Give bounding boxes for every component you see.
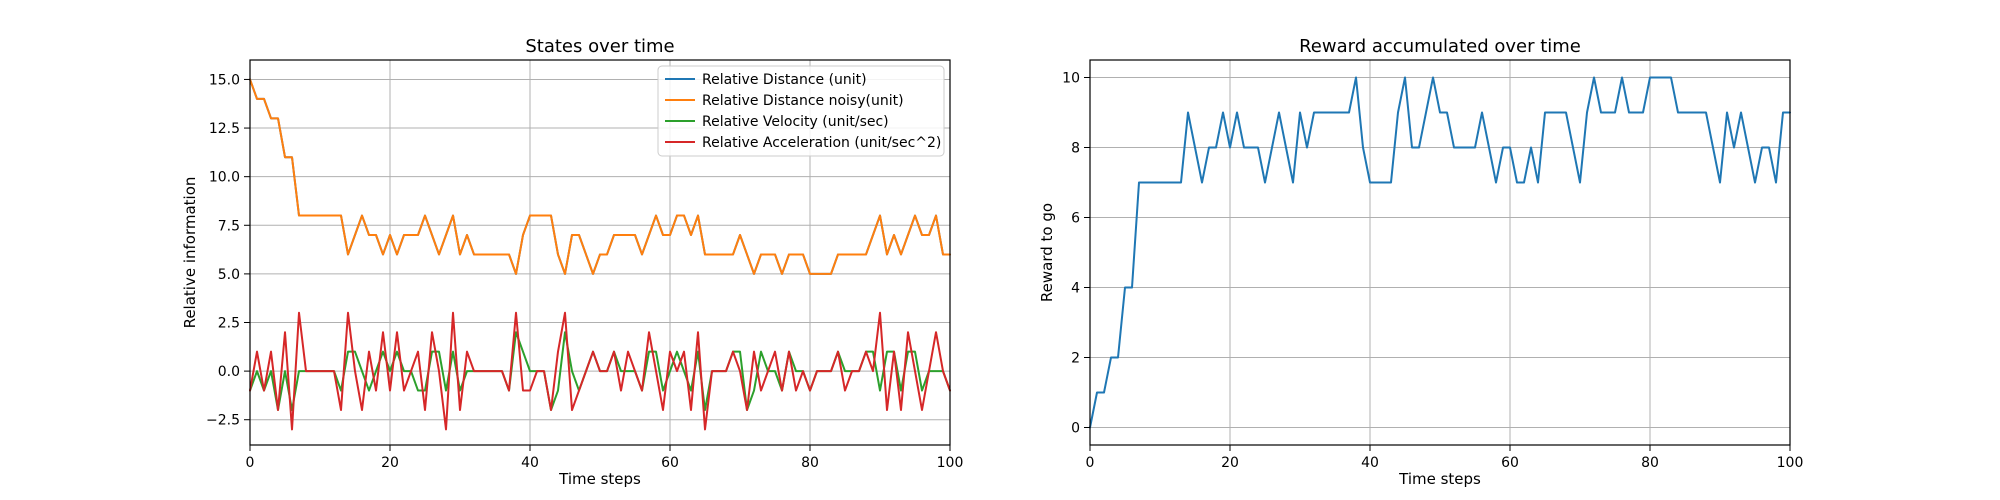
legend-entry-relative-velocity: Relative Velocity (unit/sec): [665, 114, 889, 130]
left-y-tick-label: −2.5: [206, 413, 240, 429]
right-series-line-reward: [1089, 76, 1791, 429]
right-gridlines: [1089, 60, 1791, 445]
right-ticks: 0 20 40 60 80 100 0 2 4 6 8 10: [1062, 71, 1803, 472]
right-x-tick-label: 80: [1641, 455, 1659, 471]
left-x-tick-label: 100: [937, 455, 964, 471]
legend-entry-relative-distance-noisy: Relative Distance noisy(unit): [665, 93, 904, 109]
legend-label-relative-distance: Relative Distance (unit): [702, 72, 867, 88]
reward-over-time-chart: 0 20 40 60 80 100 0 2 4 6 8 10 Reward accumulated o…: [1038, 36, 1803, 488]
right-x-tick-label: 100: [1777, 455, 1804, 471]
left-x-tick-label: 40: [521, 455, 539, 471]
left-y-tick-label: 15.0: [209, 72, 240, 88]
right-y-tick-label: 4: [1071, 281, 1080, 297]
right-y-tick-label: 10: [1062, 71, 1080, 87]
right-x-tick-label: 0: [1086, 455, 1095, 471]
right-x-tick-label: 60: [1501, 455, 1519, 471]
right-y-axis-label: Reward to go: [1038, 203, 1056, 302]
left-x-tick-label: 80: [801, 455, 819, 471]
left-x-tick-label: 0: [246, 455, 255, 471]
right-x-tick-label: 40: [1361, 455, 1379, 471]
legend-box: [657, 65, 945, 157]
left-y-tick-label: 2.5: [218, 316, 240, 332]
right-x-tick-label: 20: [1221, 455, 1239, 471]
right-series-group: [1089, 76, 1791, 429]
left-y-tick-label: 5.0: [218, 267, 240, 283]
legend-label-relative-acceleration: Relative Acceleration (unit/sec^2): [702, 135, 941, 151]
left-series-line-relative-distance-noisy-unit: [249, 78, 951, 275]
right-plot-frame: [1089, 59, 1791, 446]
left-y-tick-label: 7.5: [218, 218, 240, 234]
left-y-axis-label: Relative information: [181, 177, 199, 329]
left-x-tick-label: 60: [661, 455, 679, 471]
right-y-tick-label: 6: [1071, 211, 1080, 227]
left-y-tick-label: 12.5: [209, 121, 240, 137]
left-y-tick-label: 0.0: [218, 364, 240, 380]
right-y-tick-label: 8: [1071, 141, 1080, 157]
left-chart-title: States over time: [525, 36, 674, 57]
right-y-tick-label: 2: [1071, 351, 1080, 367]
legend-label-relative-velocity: Relative Velocity (unit/sec): [702, 114, 889, 130]
left-series-line-relative-acceleration-unit-sec-2: [249, 311, 951, 431]
legend-entry-relative-distance: Relative Distance (unit): [665, 72, 867, 88]
legend-label-relative-distance-noisy: Relative Distance noisy(unit): [702, 93, 904, 109]
left-legend: Relative Distance (unit) Relative Distan…: [657, 65, 945, 157]
left-ticks: 0 20 40 60 80 100 −2.5 0.0 2.5 5.0 7.5 10.0 12.5 15.0: [206, 72, 963, 471]
right-y-tick-label: 0: [1071, 421, 1080, 437]
right-chart-title: Reward accumulated over time: [1299, 36, 1581, 57]
left-x-tick-label: 20: [381, 455, 399, 471]
right-x-axis-label: Time steps: [1398, 470, 1481, 488]
legend-entry-relative-acceleration: Relative Acceleration (unit/sec^2): [665, 135, 941, 151]
left-y-tick-label: 10.0: [209, 170, 240, 186]
left-x-axis-label: Time steps: [558, 470, 641, 488]
left-series-group: [249, 78, 951, 431]
left-plot-frame: [249, 59, 951, 446]
states-over-time-chart: 0 20 40 60 80 100 −2.5 0.0 2.5 5.0 7.5 10.0 12.5 15.0…: [181, 36, 963, 488]
